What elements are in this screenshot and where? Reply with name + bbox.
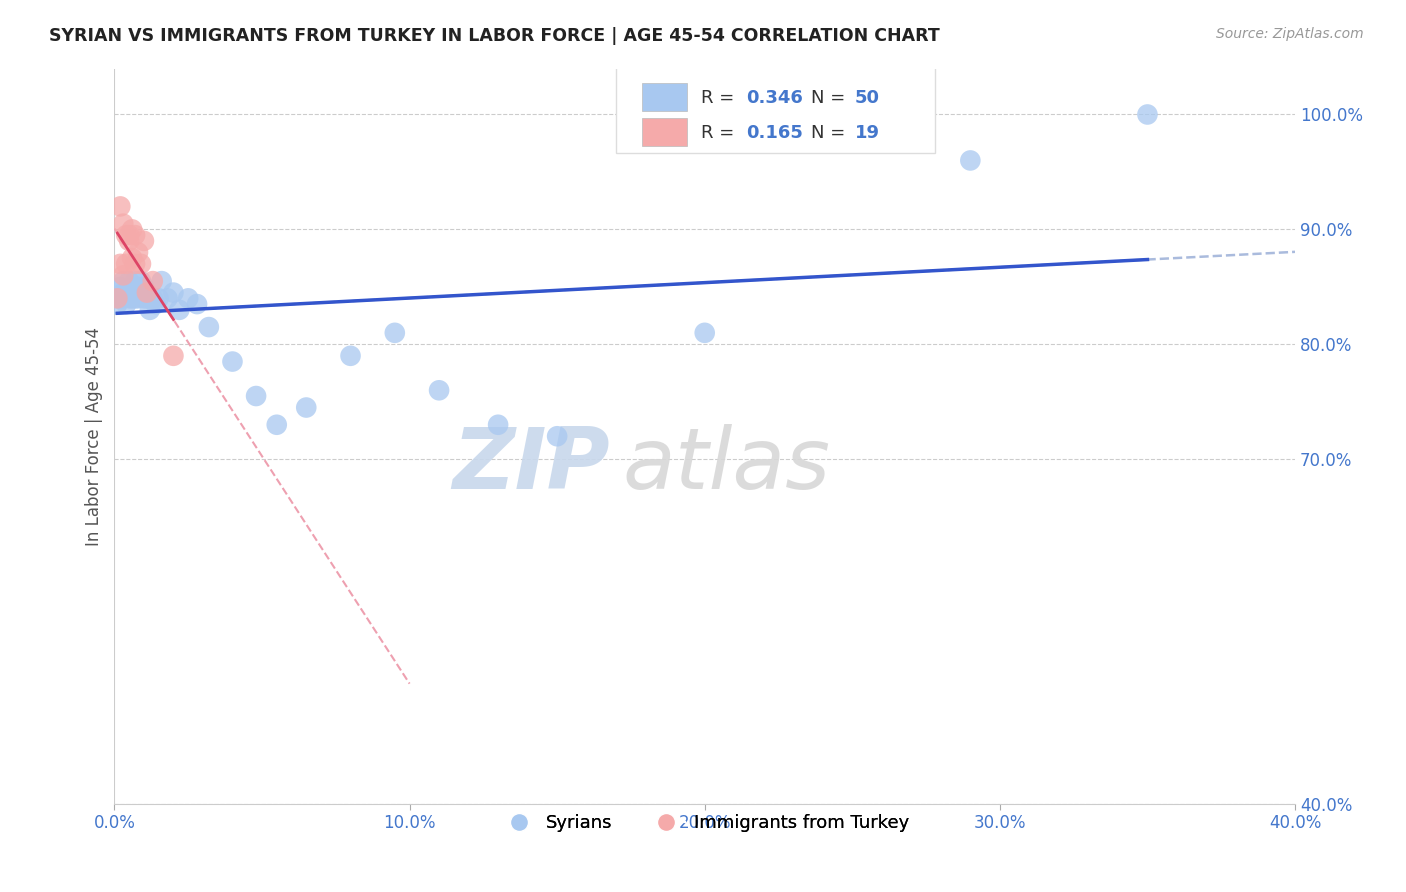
Point [118, 234, 141, 248]
Point [295, 401, 318, 415]
Point [959, 153, 981, 168]
Point [221, 354, 243, 368]
Point [145, 297, 167, 311]
Point [115, 297, 138, 311]
Point [105, 291, 128, 305]
Point [486, 417, 509, 432]
Text: ZIP: ZIP [453, 425, 610, 508]
Point [427, 384, 450, 398]
Text: SYRIAN VS IMMIGRANTS FROM TURKEY IN LABOR FORCE | AGE 45-54 CORRELATION CHART: SYRIAN VS IMMIGRANTS FROM TURKEY IN LABO… [49, 27, 941, 45]
Point [150, 274, 173, 288]
Point [148, 291, 170, 305]
Point [121, 251, 143, 265]
Point [177, 291, 200, 305]
Point [110, 257, 132, 271]
Point [169, 302, 191, 317]
Point [129, 274, 152, 288]
Point [118, 285, 141, 300]
Point [115, 285, 138, 300]
Point [132, 234, 155, 248]
Text: Source: ZipAtlas.com: Source: ZipAtlas.com [1216, 27, 1364, 41]
Point [142, 274, 165, 288]
Text: 0.165: 0.165 [747, 123, 803, 142]
Point [129, 257, 152, 271]
Point [135, 291, 157, 305]
Point [115, 257, 138, 271]
Point [110, 199, 132, 213]
Point [339, 349, 361, 363]
Point [110, 280, 132, 294]
Point [198, 320, 221, 334]
Point [105, 291, 128, 305]
Point [245, 389, 267, 403]
Text: R =: R = [702, 89, 740, 107]
Point [127, 285, 149, 300]
Point [118, 274, 141, 288]
Point [105, 297, 128, 311]
Text: 50: 50 [855, 89, 880, 107]
Point [156, 291, 179, 305]
Point [546, 429, 568, 443]
Text: atlas: atlas [621, 425, 830, 508]
Y-axis label: In Labor Force | Age 45-54: In Labor Force | Age 45-54 [86, 326, 103, 546]
Point [266, 417, 288, 432]
Point [118, 228, 141, 243]
Point [121, 285, 143, 300]
Point [112, 274, 135, 288]
Point [129, 285, 152, 300]
Point [127, 245, 149, 260]
Point [112, 285, 135, 300]
Text: R =: R = [702, 123, 740, 142]
Point [139, 302, 162, 317]
Point [121, 280, 143, 294]
Point [112, 268, 135, 283]
Text: 19: 19 [855, 123, 880, 142]
Point [124, 257, 146, 271]
Point [110, 291, 132, 305]
Point [135, 285, 157, 300]
Point [124, 291, 146, 305]
Point [121, 291, 143, 305]
Point [1136, 107, 1159, 121]
Point [186, 297, 208, 311]
Legend: Syrians, Immigrants from Turkey: Syrians, Immigrants from Turkey [494, 806, 915, 839]
Point [127, 291, 149, 305]
Point [162, 285, 184, 300]
Point [384, 326, 406, 340]
Point [124, 285, 146, 300]
Text: N =: N = [811, 123, 851, 142]
Point [132, 291, 155, 305]
Point [693, 326, 716, 340]
Point [132, 285, 155, 300]
Text: N =: N = [811, 89, 851, 107]
Point [124, 274, 146, 288]
Point [112, 217, 135, 231]
Point [112, 291, 135, 305]
Point [121, 222, 143, 236]
Text: 0.346: 0.346 [747, 89, 803, 107]
Point [162, 349, 184, 363]
Point [115, 228, 138, 243]
FancyBboxPatch shape [616, 65, 935, 153]
FancyBboxPatch shape [643, 83, 688, 112]
Point [132, 280, 155, 294]
FancyBboxPatch shape [643, 118, 688, 145]
Point [124, 228, 146, 243]
Point [118, 291, 141, 305]
Point [142, 291, 165, 305]
Point [127, 280, 149, 294]
